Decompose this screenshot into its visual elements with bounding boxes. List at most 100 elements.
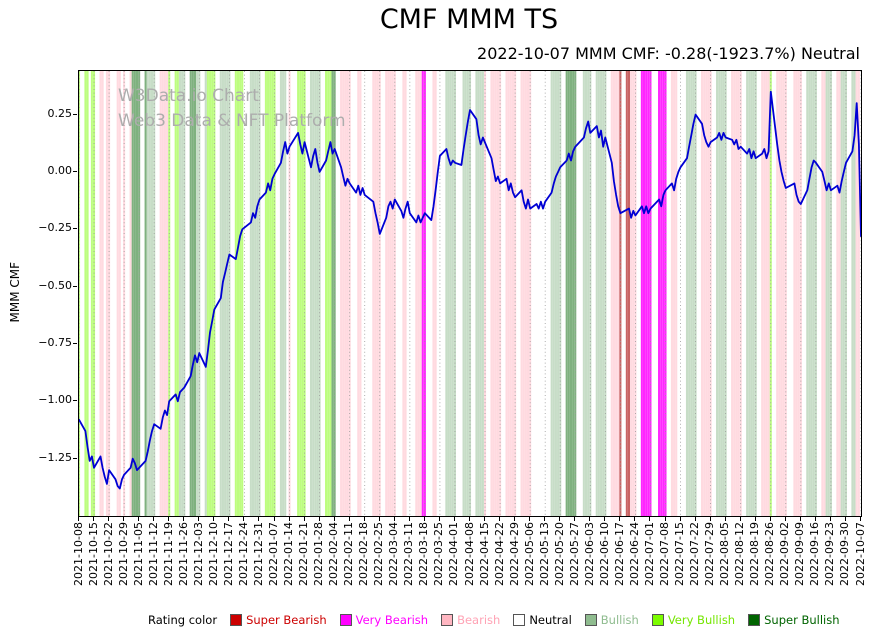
x-tick-mark bbox=[844, 517, 846, 521]
x-tick-mark bbox=[198, 517, 200, 521]
legend-swatch bbox=[513, 614, 526, 626]
x-tick-label: 2022-01-14 bbox=[282, 522, 296, 586]
legend-item: Bearish bbox=[441, 613, 500, 627]
x-tick-mark bbox=[724, 517, 726, 521]
x-tick-label: 2021-11-26 bbox=[176, 522, 190, 586]
x-tick-mark bbox=[408, 517, 410, 521]
legend-item: Neutral bbox=[513, 613, 572, 627]
x-tick-mark bbox=[589, 517, 591, 521]
x-tick-label: 2022-02-11 bbox=[342, 522, 356, 586]
x-tick-label: 2022-09-02 bbox=[778, 522, 792, 586]
x-tick-label: 2021-12-17 bbox=[221, 522, 235, 586]
x-tick-label: 2022-01-21 bbox=[297, 522, 311, 586]
x-tick-label: 2022-08-19 bbox=[748, 522, 762, 586]
x-tick-mark bbox=[333, 517, 335, 521]
x-tick-label: 2022-05-27 bbox=[567, 522, 581, 586]
y-tick-label: −1.00 bbox=[38, 393, 72, 407]
legend-swatch bbox=[584, 614, 597, 626]
x-tick-mark bbox=[213, 517, 215, 521]
legend-item-label: Neutral bbox=[529, 613, 572, 627]
x-tick-label: 2022-06-03 bbox=[582, 522, 596, 586]
x-tick-label: 2022-03-11 bbox=[402, 522, 416, 586]
x-tick-mark bbox=[108, 517, 110, 521]
y-tick-label: 0.25 bbox=[47, 106, 73, 120]
legend-swatch bbox=[339, 614, 352, 626]
x-tick-mark bbox=[754, 517, 756, 521]
chart-title: CMF MMM TS bbox=[379, 4, 559, 35]
legend-item: Super Bullish bbox=[748, 613, 840, 627]
legend-swatch bbox=[441, 614, 454, 626]
x-tick-mark bbox=[634, 517, 636, 521]
x-tick-label: 2022-07-22 bbox=[688, 522, 702, 586]
x-tick-mark bbox=[544, 517, 546, 521]
x-tick-mark bbox=[499, 517, 501, 521]
x-tick-label: 2022-08-12 bbox=[733, 522, 747, 586]
x-tick-label: 2022-04-29 bbox=[507, 522, 521, 586]
legend-swatch bbox=[651, 614, 664, 626]
x-tick-label: 2022-05-06 bbox=[522, 522, 536, 586]
x-tick-mark bbox=[484, 517, 486, 521]
x-tick-label: 2022-04-01 bbox=[447, 522, 461, 586]
x-tick-label: 2022-06-17 bbox=[612, 522, 626, 586]
x-tick-mark bbox=[529, 517, 531, 521]
rating-legend: Rating color Super Bearish Very Bearish Be… bbox=[148, 613, 840, 627]
x-tick-label: 2021-10-29 bbox=[116, 522, 130, 586]
y-tick-mark bbox=[73, 170, 77, 172]
x-tick-label: 2021-10-08 bbox=[71, 522, 85, 586]
x-tick-mark bbox=[303, 517, 305, 521]
x-tick-label: 2022-06-10 bbox=[597, 522, 611, 586]
x-tick-label: 2022-03-04 bbox=[387, 522, 401, 586]
x-tick-label: 2022-09-16 bbox=[808, 522, 822, 586]
legend-swatch bbox=[230, 614, 243, 626]
x-tick-label: 2021-12-24 bbox=[236, 522, 250, 586]
legend-item-label: Super Bullish bbox=[764, 613, 840, 627]
y-axis-label: MMM CMF bbox=[8, 262, 22, 323]
x-tick-label: 2022-08-26 bbox=[763, 522, 777, 586]
x-tick-mark bbox=[138, 517, 140, 521]
x-tick-mark bbox=[694, 517, 696, 521]
x-tick-label: 2022-04-08 bbox=[462, 522, 476, 586]
x-tick-label: 2022-02-25 bbox=[372, 522, 386, 586]
x-tick-mark bbox=[574, 517, 576, 521]
y-tick-mark bbox=[73, 342, 77, 344]
x-tick-label: 2021-11-05 bbox=[131, 522, 145, 586]
legend-item: Bullish bbox=[584, 613, 639, 627]
y-tick-mark bbox=[73, 228, 77, 230]
x-tick-mark bbox=[288, 517, 290, 521]
x-tick-label: 2022-08-05 bbox=[718, 522, 732, 586]
x-tick-label: 2022-07-01 bbox=[642, 522, 656, 586]
x-tick-mark bbox=[393, 517, 395, 521]
x-tick-mark bbox=[228, 517, 230, 521]
x-tick-label: 2021-11-12 bbox=[146, 522, 160, 586]
y-tick-mark bbox=[73, 113, 77, 115]
x-tick-label: 2021-10-15 bbox=[86, 522, 100, 586]
legend-item-label: Bearish bbox=[457, 613, 501, 627]
legend-item: Very Bearish bbox=[339, 613, 429, 627]
x-tick-label: 2021-12-31 bbox=[251, 522, 265, 586]
x-tick-label: 2021-12-10 bbox=[206, 522, 220, 586]
x-tick-mark bbox=[318, 517, 320, 521]
legend-swatch bbox=[748, 614, 761, 626]
x-tick-label: 2021-10-22 bbox=[101, 522, 115, 586]
x-tick-mark bbox=[469, 517, 470, 521]
x-tick-label: 2022-04-15 bbox=[477, 522, 491, 586]
x-tick-mark bbox=[153, 517, 155, 521]
chart-subtitle: 2022-10-07 MMM CMF: -0.28(-1923.7%) Neut… bbox=[477, 44, 860, 63]
x-tick-label: 2022-05-20 bbox=[552, 522, 566, 586]
x-tick-mark bbox=[559, 517, 561, 521]
x-tick-mark bbox=[183, 517, 185, 521]
x-tick-mark bbox=[168, 517, 170, 521]
x-tick-label: 2022-06-24 bbox=[627, 522, 641, 586]
x-tick-mark bbox=[829, 517, 831, 521]
x-tick-label: 2021-11-19 bbox=[161, 522, 175, 586]
x-tick-label: 2022-03-25 bbox=[432, 522, 446, 586]
x-tick-mark bbox=[378, 517, 380, 521]
x-tick-label: 2022-07-08 bbox=[658, 522, 671, 586]
y-tick-label: −1.25 bbox=[38, 450, 72, 464]
x-tick-label: 2021-12-03 bbox=[191, 522, 205, 586]
x-tick-mark bbox=[664, 517, 666, 521]
x-tick-label: 2022-07-29 bbox=[703, 522, 717, 586]
legend-item-label: Very Bearish bbox=[355, 613, 429, 627]
x-tick-mark bbox=[514, 517, 516, 521]
chart-canvas bbox=[79, 71, 861, 516]
